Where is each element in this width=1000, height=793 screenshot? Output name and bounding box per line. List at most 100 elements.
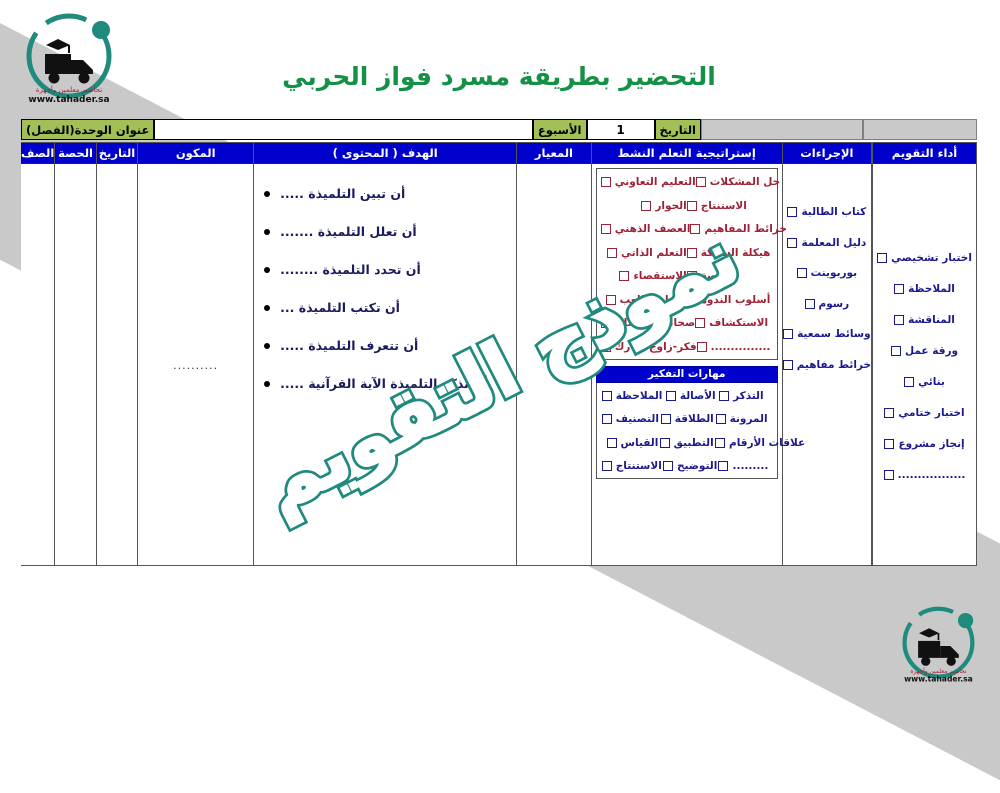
strategy-checkbox-4-right[interactable]: الاستقصاء: [620, 270, 688, 282]
checkbox-icon[interactable]: [602, 414, 613, 424]
assessment-checkbox-7[interactable]: .................: [884, 469, 966, 481]
checkbox-icon[interactable]: [885, 439, 896, 449]
checkbox-icon[interactable]: [805, 298, 816, 309]
procedure-checkbox-4[interactable]: وسائط سمعية: [784, 328, 872, 340]
table-row: الاستقصاء القصة: [602, 270, 774, 282]
thinking-checkbox-0-1[interactable]: الأصالة: [666, 390, 717, 402]
strategy-checkbox-2-right[interactable]: العصف الذهني: [601, 223, 691, 235]
checkbox-icon[interactable]: [797, 268, 808, 278]
column-body-period[interactable]: [56, 164, 96, 565]
thinking-checkbox-1-0[interactable]: التصنيف: [602, 413, 660, 425]
thinking-checkbox-3-1[interactable]: التوضيح: [663, 460, 718, 472]
thinking-checkbox-0-0[interactable]: الملاحظة: [602, 390, 663, 402]
thinking-checkbox-3-0[interactable]: الاستنتاج: [602, 460, 663, 472]
thinking-checkbox-3-2[interactable]: .........: [719, 460, 769, 472]
extra-input[interactable]: [864, 119, 978, 140]
checkbox-icon[interactable]: [606, 294, 617, 305]
bullet-icon: [265, 381, 272, 387]
checkbox-icon[interactable]: [691, 224, 702, 234]
strategy-checkbox-1-right[interactable]: الحوار: [642, 200, 688, 212]
strategy-checkbox-1-left[interactable]: الاستنتاج: [687, 200, 748, 212]
column-body-component[interactable]: ..........: [139, 164, 254, 565]
thinking-checkbox-1-1[interactable]: الطلاقة: [661, 413, 715, 425]
checkbox-icon[interactable]: [895, 315, 906, 325]
strategy-checkbox-7-left[interactable]: ...............: [697, 341, 771, 353]
strategy-checkbox-6-right[interactable]: صحائف الأعمال: [601, 317, 696, 329]
checkbox-icon[interactable]: [905, 377, 916, 387]
checkbox-icon[interactable]: [620, 271, 631, 281]
checkbox-icon[interactable]: [719, 461, 730, 471]
procedure-checkbox-2[interactable]: بوربوينت: [797, 267, 858, 279]
column-body-date[interactable]: [98, 164, 138, 565]
assessment-checkbox-5[interactable]: اختبار ختامي: [885, 407, 966, 419]
column-body-standard[interactable]: [518, 164, 592, 565]
date-input[interactable]: [702, 119, 864, 140]
checkbox-icon[interactable]: [783, 359, 794, 370]
checkbox-icon[interactable]: [666, 390, 677, 401]
checkbox-icon[interactable]: [687, 271, 698, 281]
strategy-checkbox-6-left[interactable]: الاستكشاف: [696, 317, 769, 329]
checkbox-icon[interactable]: [663, 461, 674, 471]
checkbox-icon[interactable]: [607, 437, 618, 448]
checkbox-icon[interactable]: [687, 247, 698, 258]
strategy-checkbox-0-left[interactable]: حل المشكلات: [696, 176, 781, 188]
procedure-checkbox-3[interactable]: رسوم: [805, 298, 850, 310]
checkbox-icon[interactable]: [602, 390, 613, 401]
assessment-label: بنائي: [919, 376, 946, 388]
strategy-checkbox-0-right[interactable]: التعليم التعاوني: [601, 176, 697, 188]
thinking-checkbox-1-2[interactable]: المرونة: [716, 413, 769, 425]
checkbox-icon[interactable]: [788, 207, 799, 217]
column-body-goal[interactable]: أن تبين التلميذة ..... أن تعلل التلميذة …: [255, 164, 517, 565]
table-row: فكر-زاوج-شارك ...............: [601, 341, 774, 353]
strategy-checkbox-2-left[interactable]: خرائط المفاهيم: [691, 223, 788, 235]
checkbox-icon[interactable]: [607, 247, 618, 258]
checkbox-icon[interactable]: [788, 237, 799, 248]
thinking-checkbox-2-1[interactable]: التطبيق: [660, 437, 715, 449]
strategy-checkbox-7-right[interactable]: فكر-زاوج-شارك: [601, 341, 698, 353]
checkbox-icon[interactable]: [660, 437, 671, 448]
assessment-checkbox-1[interactable]: الملاحظة: [895, 283, 956, 295]
unit-title-input[interactable]: [155, 119, 534, 140]
strategy-checkbox-3-left[interactable]: هيكلة السمكة: [687, 247, 771, 259]
checkbox-icon[interactable]: [601, 341, 612, 352]
checkbox-icon[interactable]: [716, 414, 727, 424]
checkbox-icon[interactable]: [687, 200, 698, 211]
column-body-class[interactable]: [22, 164, 55, 565]
column-body-strategy: التعليم التعاوني حل المشكلات الحوار الاس…: [593, 164, 806, 565]
checkbox-icon[interactable]: [891, 346, 902, 356]
checkbox-icon[interactable]: [661, 414, 672, 424]
checkbox-icon[interactable]: [884, 470, 895, 480]
checkbox-icon[interactable]: [601, 224, 612, 234]
assessment-checkbox-4[interactable]: بنائي: [905, 376, 946, 388]
assessment-checkbox-0[interactable]: اختبار تشخيصي: [878, 252, 973, 264]
checkbox-icon[interactable]: [696, 177, 707, 187]
checkbox-icon[interactable]: [601, 177, 612, 187]
assessment-checkbox-3[interactable]: ورقة عمل: [891, 345, 959, 357]
checkbox-icon[interactable]: [601, 318, 612, 328]
checkbox-icon[interactable]: [720, 390, 731, 401]
checkbox-icon[interactable]: [697, 341, 708, 352]
procedure-checkbox-5[interactable]: خرائط مفاهيم: [783, 359, 872, 371]
thinking-checkbox-0-2[interactable]: التذكر: [720, 390, 765, 402]
assessment-checkbox-6[interactable]: إنجاز مشروع: [885, 438, 966, 450]
procedure-checkbox-0[interactable]: كتاب الطالبة: [788, 206, 867, 218]
checkbox-icon[interactable]: [716, 437, 726, 448]
checkbox-icon[interactable]: [895, 284, 906, 294]
checkbox-icon[interactable]: [602, 461, 613, 471]
procedure-checkbox-1[interactable]: دليل المعلمة: [788, 237, 867, 249]
checkbox-icon[interactable]: [878, 253, 889, 263]
checkbox-icon[interactable]: [696, 318, 707, 328]
strategy-checkbox-3-right[interactable]: التعلم الذاتي: [607, 247, 688, 259]
thinking-checkbox-2-0[interactable]: القياس: [607, 436, 660, 449]
assessment-checkbox-2[interactable]: المناقشة: [895, 314, 956, 326]
checkbox-icon[interactable]: [784, 329, 795, 339]
week-input[interactable]: 1: [587, 119, 656, 140]
checkbox-icon[interactable]: [885, 408, 896, 418]
header-info-row: عنوان الوحدة(الفصل) الأسبوع 1 التاريخ: [22, 119, 978, 140]
checkbox-icon[interactable]: [642, 200, 653, 211]
strategy-checkbox-5-right[interactable]: التعلم باللعب: [606, 294, 688, 306]
checkbox-icon[interactable]: [687, 294, 698, 305]
strategy-checkbox-4-left[interactable]: القصة: [687, 270, 734, 282]
thinking-label: القياس: [621, 436, 660, 449]
strategy-checkbox-5-left[interactable]: أسلوب الندوة: [687, 294, 771, 306]
